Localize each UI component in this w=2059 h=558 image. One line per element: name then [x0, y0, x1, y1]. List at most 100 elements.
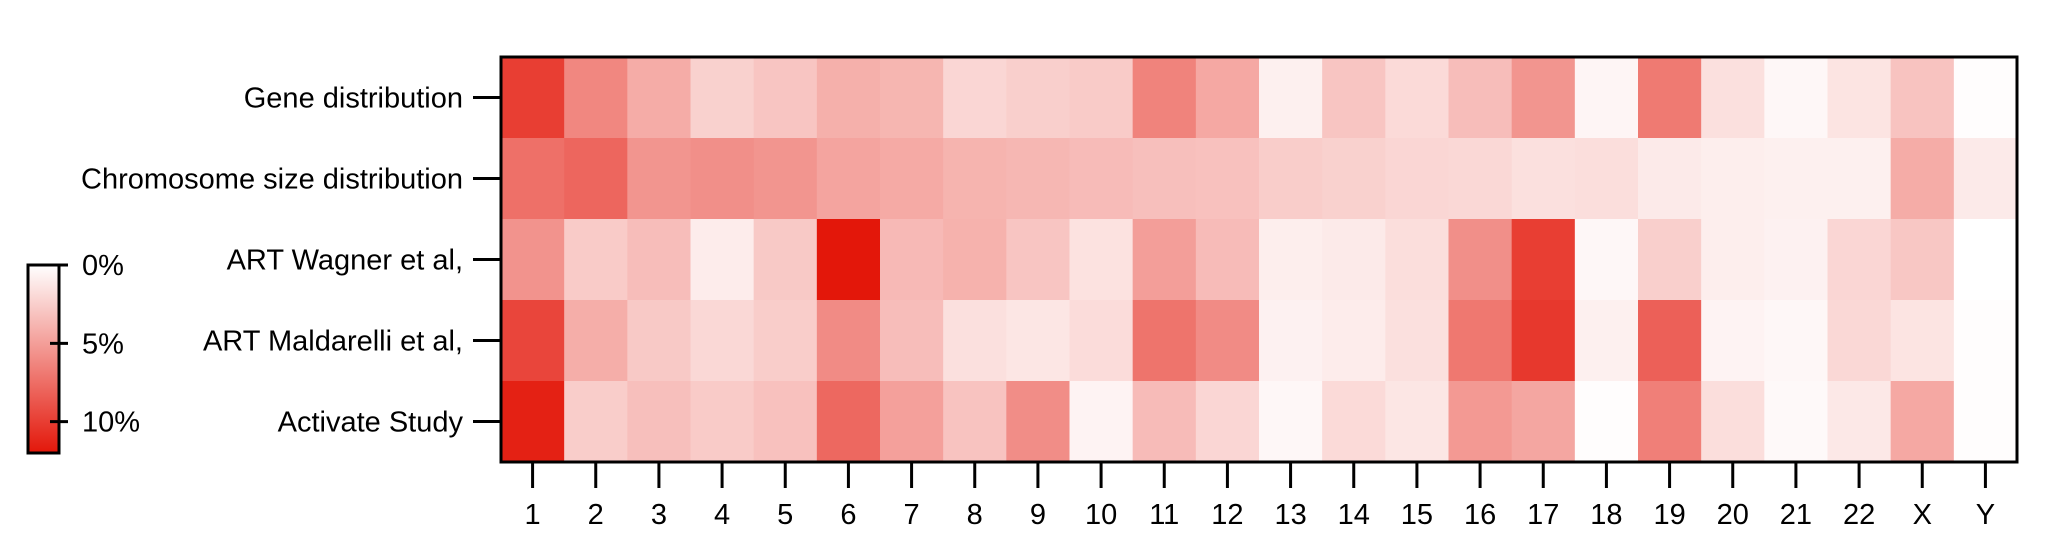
- heatmap-cell: [1385, 219, 1450, 301]
- heatmap-cell: [943, 57, 1007, 139]
- heatmap-cell: [1195, 219, 1260, 301]
- heatmap-cell: [1322, 138, 1386, 220]
- heatmap-cell: [1953, 57, 2018, 139]
- heatmap-cell: [690, 138, 755, 220]
- heatmap-cell: [1701, 381, 1765, 463]
- heatmap-cell: [1069, 57, 1134, 139]
- heatmap-cell: [1132, 57, 1197, 139]
- heatmap-cell: [1259, 219, 1323, 301]
- heatmap-cell: [1448, 300, 1513, 382]
- heatmap-cell: [1953, 381, 2018, 463]
- heatmap-cell: [627, 300, 692, 382]
- colorbar: 0% 5% 10%: [26, 250, 140, 455]
- column-label: 3: [651, 499, 667, 531]
- heatmap-cell: [943, 381, 1007, 463]
- heatmap-cell: [1448, 381, 1513, 463]
- heatmap-cell: [1195, 138, 1260, 220]
- heatmap-cell: [880, 381, 944, 463]
- heatmap-cell: [1006, 219, 1071, 301]
- heatmap-cell: [1764, 138, 1829, 220]
- column-label: X: [1913, 499, 1932, 531]
- heatmap-cell: [1259, 57, 1323, 139]
- heatmap-cell: [753, 138, 818, 220]
- heatmap-cell: [1385, 57, 1450, 139]
- heatmap-cell: [1385, 381, 1450, 463]
- heatmap-cell: [1448, 138, 1513, 220]
- heatmap-cell: [1006, 57, 1071, 139]
- column-label: 9: [1030, 499, 1046, 531]
- heatmap-cell: [816, 219, 881, 301]
- colorbar-ticks: 0% 5% 10%: [50, 250, 140, 439]
- heatmap-cell: [1701, 138, 1765, 220]
- heatmap-cell: [1195, 57, 1260, 139]
- heatmap-cell: [1132, 138, 1197, 220]
- heatmap-cell: [690, 57, 755, 139]
- column-label: 16: [1464, 499, 1496, 531]
- column-label: 6: [840, 499, 856, 531]
- heatmap-cell: [1764, 381, 1829, 463]
- heatmap-cell: [1069, 381, 1134, 463]
- column-label: 14: [1338, 499, 1370, 531]
- heatmap-cell: [501, 381, 565, 463]
- heatmap-cell: [564, 57, 628, 139]
- row-label: ART Maldarelli et al,: [203, 326, 463, 358]
- heatmap-cell: [1511, 219, 1576, 301]
- column-label: 8: [967, 499, 983, 531]
- heatmap-cell: [816, 381, 881, 463]
- heatmap-cell: [501, 219, 565, 301]
- heatmap-cell: [1385, 138, 1450, 220]
- heatmap-cell: [1574, 381, 1639, 463]
- heatmap-cell: [1511, 300, 1576, 382]
- heatmap-cell: [690, 219, 755, 301]
- heatmap-cell: [1322, 300, 1386, 382]
- column-label: 5: [777, 499, 793, 531]
- heatmap-cell: [1195, 300, 1260, 382]
- heatmap-cell: [1132, 300, 1197, 382]
- heatmap-cell: [1511, 138, 1576, 220]
- colorbar-tick-label: 10%: [82, 407, 140, 439]
- heatmap-cell: [1006, 381, 1071, 463]
- heatmap-cell: [1890, 57, 1955, 139]
- heatmap-cell: [816, 138, 881, 220]
- heatmap-cell: [1701, 219, 1765, 301]
- heatmap-cell: [1448, 219, 1513, 301]
- heatmap-cell: [564, 300, 628, 382]
- row-label: Gene distribution: [244, 83, 463, 115]
- heatmap-cell: [753, 300, 818, 382]
- heatmap-cell: [816, 300, 881, 382]
- heatmap-cell: [1006, 300, 1071, 382]
- column-label: 2: [588, 499, 604, 531]
- column-label: 4: [714, 499, 730, 531]
- heatmap-cell: [880, 138, 944, 220]
- heatmap-cell: [1069, 300, 1134, 382]
- heatmap-cell: [1195, 381, 1260, 463]
- column-label: 20: [1717, 499, 1749, 531]
- heatmap-cell: [564, 381, 628, 463]
- heatmap-cell: [1132, 219, 1197, 301]
- heatmap-cell: [1259, 138, 1323, 220]
- heatmap-cell: [1638, 138, 1702, 220]
- column-label: 13: [1274, 499, 1306, 531]
- heatmap-cell: [1069, 219, 1134, 301]
- heatmap-cell: [943, 138, 1007, 220]
- heatmap-cells: [501, 57, 2018, 463]
- heatmap-cell: [1448, 57, 1513, 139]
- row-labels: Gene distribution Chromosome size distrib…: [81, 83, 501, 439]
- column-label: 18: [1590, 499, 1622, 531]
- heatmap-cell: [1827, 300, 1892, 382]
- column-label: 15: [1401, 499, 1433, 531]
- row-label: Activate Study: [278, 407, 464, 439]
- heatmap-cell: [1511, 57, 1576, 139]
- heatmap-cell: [880, 57, 944, 139]
- column-label: Y: [1976, 499, 1995, 531]
- heatmap-cell: [1069, 138, 1134, 220]
- column-label: 1: [525, 499, 541, 531]
- heatmap-cell: [753, 57, 818, 139]
- heatmap-cell: [1511, 381, 1576, 463]
- heatmap-cell: [501, 300, 565, 382]
- heatmap-cell: [1638, 381, 1702, 463]
- heatmap-cell: [753, 219, 818, 301]
- heatmap-cell: [1890, 219, 1955, 301]
- row-label: Chromosome size distribution: [81, 164, 463, 196]
